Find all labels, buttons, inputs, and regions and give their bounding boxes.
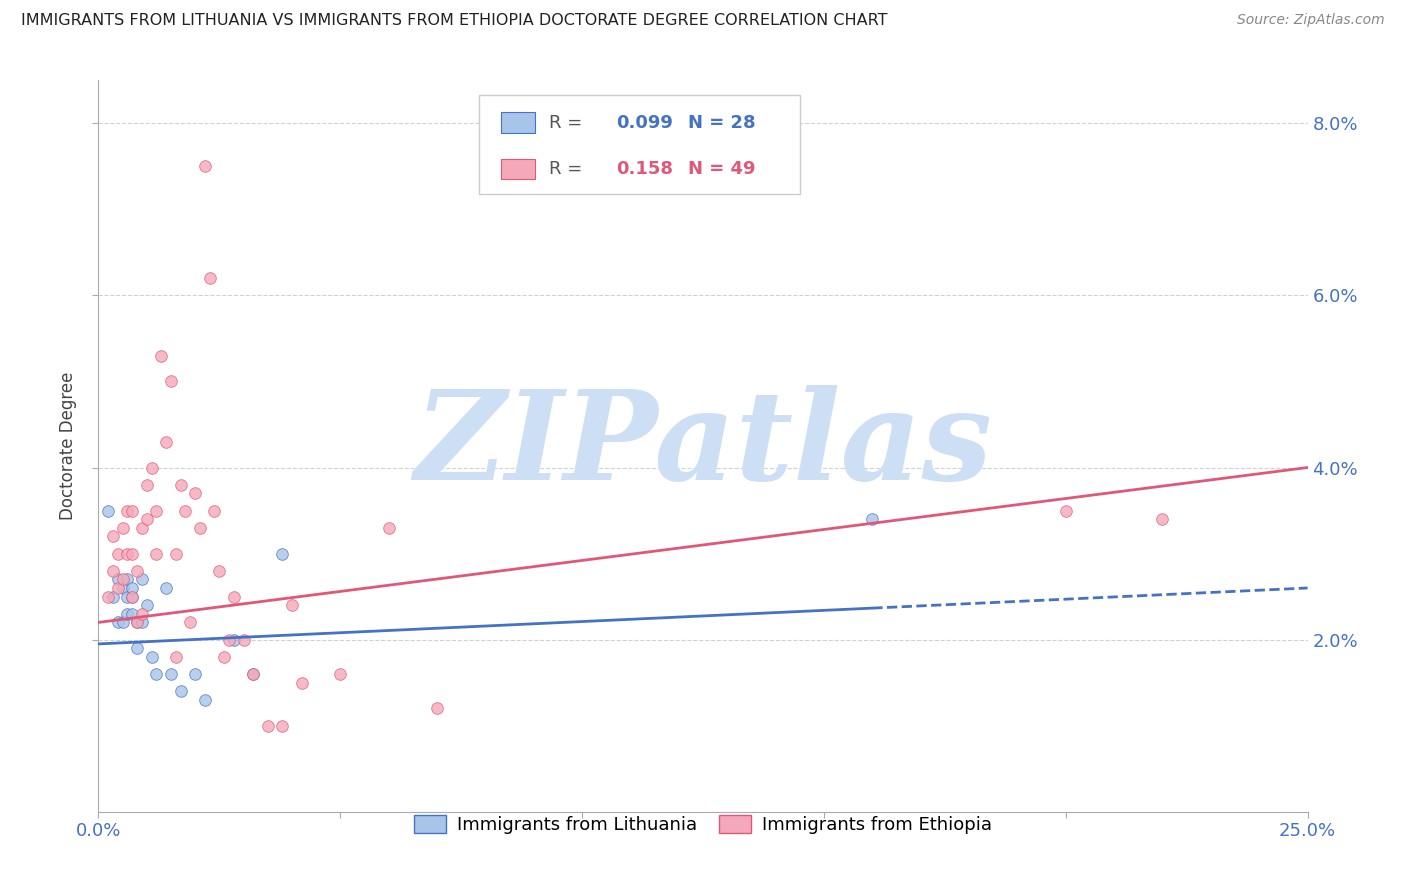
Point [242, 667, 264, 681]
Point [169, 477, 191, 491]
Point [208, 564, 231, 578]
Text: 0.099: 0.099 [616, 113, 673, 131]
Point [174, 503, 197, 517]
Point [141, 649, 163, 664]
Point [121, 590, 143, 604]
Point [232, 632, 254, 647]
Point [242, 667, 264, 681]
Point [101, 590, 124, 604]
Point [135, 477, 157, 491]
Point [121, 581, 143, 595]
Point [1054, 503, 1077, 517]
Point [127, 564, 149, 578]
Point [135, 512, 157, 526]
Point [860, 512, 883, 526]
Point [97, 590, 120, 604]
Point [101, 564, 124, 578]
Point [107, 547, 129, 561]
Point [145, 667, 167, 681]
Text: R =: R = [550, 113, 589, 131]
Point [256, 719, 278, 733]
Point [281, 598, 304, 612]
FancyBboxPatch shape [501, 112, 534, 133]
Point [117, 573, 139, 587]
Text: 0.158: 0.158 [616, 160, 673, 178]
Point [111, 573, 134, 587]
Point [1152, 512, 1174, 526]
Point [145, 547, 167, 561]
Point [184, 667, 207, 681]
Point [131, 615, 153, 630]
Point [188, 521, 211, 535]
Point [127, 615, 149, 630]
Point [160, 375, 183, 389]
Point [198, 271, 221, 285]
Text: R =: R = [550, 160, 589, 178]
Text: N = 28: N = 28 [689, 113, 756, 131]
Point [111, 521, 134, 535]
Point [117, 547, 139, 561]
Point [155, 434, 177, 449]
Point [155, 581, 177, 595]
Point [377, 521, 399, 535]
Point [135, 598, 157, 612]
Point [329, 667, 352, 681]
Point [184, 486, 207, 500]
Point [121, 503, 143, 517]
Point [222, 590, 245, 604]
Point [160, 667, 183, 681]
Point [150, 349, 173, 363]
Point [131, 521, 153, 535]
Point [179, 615, 201, 630]
Point [212, 649, 235, 664]
Point [169, 684, 191, 698]
Point [271, 547, 294, 561]
Legend: Immigrants from Lithuania, Immigrants from Ethiopia: Immigrants from Lithuania, Immigrants fr… [405, 805, 1001, 843]
Y-axis label: Doctorate Degree: Doctorate Degree [59, 372, 77, 520]
Point [204, 503, 226, 517]
Point [218, 632, 240, 647]
Point [127, 615, 149, 630]
Point [426, 701, 449, 715]
Point [290, 675, 312, 690]
Point [97, 503, 120, 517]
Point [107, 573, 129, 587]
Point [194, 159, 217, 173]
Point [101, 529, 124, 543]
FancyBboxPatch shape [479, 95, 800, 194]
Point [141, 460, 163, 475]
Point [111, 615, 134, 630]
Point [121, 590, 143, 604]
Text: N = 49: N = 49 [689, 160, 756, 178]
Text: IMMIGRANTS FROM LITHUANIA VS IMMIGRANTS FROM ETHIOPIA DOCTORATE DEGREE CORRELATI: IMMIGRANTS FROM LITHUANIA VS IMMIGRANTS … [21, 13, 887, 29]
Point [165, 547, 187, 561]
Point [121, 547, 143, 561]
Point [117, 503, 139, 517]
Point [117, 607, 139, 621]
Text: Source: ZipAtlas.com: Source: ZipAtlas.com [1237, 13, 1385, 28]
FancyBboxPatch shape [501, 159, 534, 179]
Point [194, 693, 217, 707]
Point [127, 641, 149, 656]
Point [222, 632, 245, 647]
Point [107, 615, 129, 630]
Point [165, 649, 187, 664]
Point [111, 581, 134, 595]
Point [107, 581, 129, 595]
Point [131, 573, 153, 587]
Text: ZIPatlas: ZIPatlas [413, 385, 993, 507]
Point [121, 607, 143, 621]
Point [145, 503, 167, 517]
Point [131, 607, 153, 621]
Point [271, 719, 294, 733]
Point [117, 590, 139, 604]
